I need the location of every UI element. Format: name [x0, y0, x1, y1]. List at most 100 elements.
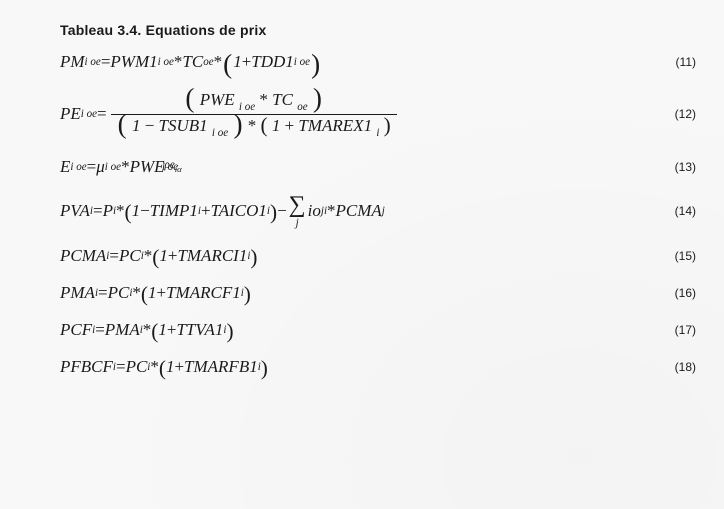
op-star: * [214, 52, 223, 72]
sym-TMARCI1: TMARCI1 [177, 246, 247, 266]
fraction-numerator: ( PWE i oe * TC oe ) [178, 89, 329, 114]
subscript: i oe [70, 161, 86, 173]
op-eq: = [87, 157, 97, 177]
sym-PVA: PVA [60, 201, 90, 221]
subscript: i oe [212, 127, 228, 139]
sym-PCF: PCF [60, 320, 92, 340]
sym-PWE: PWE [200, 90, 235, 109]
sym-PCMA: PCMA [336, 201, 382, 221]
sym-PC: PC [108, 283, 130, 303]
op-star: * [327, 201, 336, 221]
equation-18: PFBCF i = PC i * ( 1 + TMARFB1 i ) (18) [60, 357, 696, 377]
equation-14-body: PVA i = P i * ( 1 − TIMP1 i + TAICO1 i )… [60, 194, 655, 229]
op-eq: = [109, 246, 119, 266]
op-star: * [248, 116, 261, 135]
equation-number: (17) [655, 323, 696, 337]
sym-TDD1: TDD1 [251, 52, 294, 72]
sym-E: E [60, 157, 70, 177]
op-plus: + [242, 52, 252, 72]
sym-one: 1 [158, 320, 167, 340]
equation-14: PVA i = P i * ( 1 − TIMP1 i + TAICO1 i )… [60, 194, 696, 229]
page: Tableau 3.4. Equations de prix PM i oe =… [0, 0, 724, 509]
sum-lower-limit: j [296, 218, 299, 229]
sym-one: 1 [159, 246, 168, 266]
op-plus: + [157, 283, 167, 303]
sym-PWE: PWE [130, 157, 165, 177]
sym-PC: PC [126, 357, 148, 377]
sym-TMARCF1: TMARCF1 [166, 283, 241, 303]
equation-17: PCF i = PMA i * ( 1 + TTVA1 i ) (17) [60, 320, 696, 340]
op-eq: = [101, 52, 111, 72]
op-plus: + [174, 357, 184, 377]
sym-PE: PE [60, 104, 81, 124]
subscript: i oe [85, 56, 101, 68]
op-eq: = [93, 201, 103, 221]
subscript: i oe [162, 161, 178, 173]
sym-PFBCF: PFBCF [60, 357, 113, 377]
sym-one: 1 [148, 283, 157, 303]
equation-12-body: PE i oe = ( PWE i oe * TC oe ) [60, 89, 655, 140]
fraction: ( PWE i oe * TC oe ) ( 1 − TSUB1 [111, 89, 397, 140]
sym-TC: TC [182, 52, 203, 72]
op-star: * [132, 283, 141, 303]
equation-number: (18) [655, 360, 696, 374]
sym-TMARFB1: TMARFB1 [184, 357, 258, 377]
sigma-icon: ∑ [289, 194, 306, 218]
sym-TMAREX1: TMAREX1 [298, 116, 372, 135]
sym-TIMP1: TIMP1 [150, 201, 198, 221]
sum-operator-icon: ∑ j [289, 194, 306, 229]
op-star: * [174, 52, 183, 72]
sym-PM: PM [60, 52, 85, 72]
op-minus: − [145, 116, 159, 135]
subscript: j [382, 205, 385, 217]
sym-TC: TC [272, 90, 293, 109]
op-plus: + [201, 201, 211, 221]
op-plus: + [167, 320, 177, 340]
sym-one: 1 [166, 357, 175, 377]
sym-P: P [103, 201, 113, 221]
sym-PWM1: PWM1 [110, 52, 157, 72]
equation-11-body: PM i oe = PWM1 i oe * TC oe * ( 1 + TDD1… [60, 52, 656, 72]
equation-18-body: PFBCF i = PC i * ( 1 + TMARFB1 i ) [60, 357, 655, 377]
equation-15-body: PCMA i = PC i * ( 1 + TMARCI1 i ) [60, 246, 655, 266]
page-title: Tableau 3.4. Equations de prix [60, 22, 696, 38]
sym-one: 1 [272, 116, 281, 135]
subscript: i oe [81, 108, 97, 120]
subscript: oe [297, 101, 307, 113]
op-star: * [116, 201, 125, 221]
sym-one: 1 [132, 116, 141, 135]
op-star: * [259, 90, 272, 109]
equation-13: E i oe = μ i oe * PWE ρeiα i oe (13) [60, 157, 696, 177]
sym-mu: μ [96, 157, 105, 177]
op-eq: = [116, 357, 126, 377]
sym-TTVA1: TTVA1 [176, 320, 223, 340]
op-star: * [144, 246, 153, 266]
equation-12: PE i oe = ( PWE i oe * TC oe ) [60, 89, 696, 140]
equation-13-body: E i oe = μ i oe * PWE ρeiα i oe [60, 157, 655, 177]
equation-15: PCMA i = PC i * ( 1 + TMARCI1 i ) (15) [60, 246, 696, 266]
sym-one: 1 [132, 201, 141, 221]
subscript: i oe [105, 161, 121, 173]
op-minus: − [277, 201, 287, 221]
fraction-denominator: ( 1 − TSUB1 i oe ) * ( 1 + TMAREX1 i ) [111, 115, 397, 140]
equation-11: PM i oe = PWM1 i oe * TC oe * ( 1 + TDD1… [60, 52, 696, 72]
op-plus: + [168, 246, 178, 266]
sym-TAICO1: TAICO1 [211, 201, 267, 221]
equation-number: (14) [655, 204, 696, 218]
equation-17-body: PCF i = PMA i * ( 1 + TTVA1 i ) [60, 320, 655, 340]
equation-number: (15) [655, 249, 696, 263]
equation-number: (12) [655, 107, 696, 121]
subscript: i oe [158, 56, 174, 68]
sym-TSUB1: TSUB1 [159, 116, 208, 135]
equation-number: (16) [655, 286, 696, 300]
subscript: i oe [294, 56, 310, 68]
subscript: i [376, 127, 379, 139]
sym-PMA: PMA [105, 320, 140, 340]
equation-number: (11) [656, 55, 696, 69]
equation-16-body: PMA i = PC i * ( 1 + TMARCF1 i ) [60, 283, 655, 303]
subscript: oe [203, 56, 213, 68]
sym-PC: PC [119, 246, 141, 266]
op-eq: = [97, 104, 107, 124]
sym-PMA: PMA [60, 283, 95, 303]
op-star: * [143, 320, 152, 340]
